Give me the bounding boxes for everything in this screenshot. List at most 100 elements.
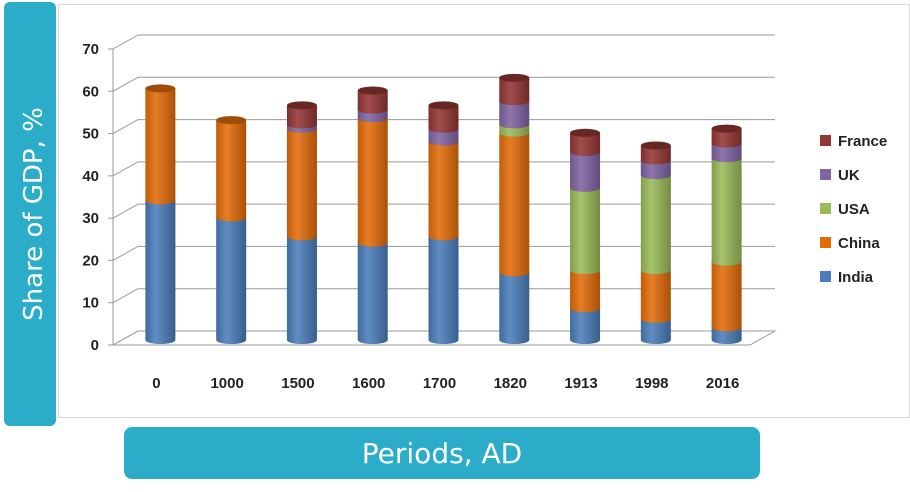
bar-body <box>640 175 671 275</box>
legend-label: UK <box>838 167 860 184</box>
bar-top <box>570 128 601 137</box>
x-tick-label: 0 <box>152 375 160 392</box>
gridline-diagonal <box>112 76 139 92</box>
legend-swatch <box>820 169 831 180</box>
bar-top <box>640 141 671 150</box>
bar-segment-china-2016 <box>711 257 742 332</box>
bar-segment-india-1500 <box>286 232 317 344</box>
bar-body <box>216 120 247 222</box>
bar-body <box>570 132 601 156</box>
bar-segment-china-1820 <box>499 128 530 277</box>
bar-segment-usa-2016 <box>711 154 742 266</box>
bar-segment-china-1500 <box>286 124 317 241</box>
bar-segment-france-1998 <box>640 141 671 165</box>
x-tick-label: 2016 <box>706 375 739 392</box>
bar-body <box>216 217 247 344</box>
bar-body <box>640 160 671 180</box>
y-axis-label-box: Share of GDP, % <box>4 2 56 426</box>
legend-swatch <box>820 203 831 214</box>
bar-segment-france-2016 <box>711 124 742 148</box>
bar-body <box>428 128 459 146</box>
bar-body <box>711 143 742 163</box>
gridline-diagonal <box>112 203 139 219</box>
bar-body <box>640 270 671 323</box>
bar-top <box>286 101 317 110</box>
gridline-diagonal <box>112 245 139 261</box>
y-tick-label: 40 <box>82 168 99 185</box>
bar-body <box>286 236 317 344</box>
y-tick-label: 20 <box>82 252 99 269</box>
bar-body <box>499 101 530 129</box>
x-tick-label: 1820 <box>494 375 527 392</box>
bar-segment-usa-1913 <box>570 183 601 275</box>
x-axis-label: Periods, AD <box>124 427 760 479</box>
bar-segment-india-1000 <box>216 213 247 344</box>
x-tick-label: 1000 <box>210 375 243 392</box>
legend-swatch <box>820 237 831 248</box>
bar-top <box>216 116 247 125</box>
y-tick-label: 60 <box>82 83 99 100</box>
x-tick-label: 1700 <box>423 375 456 392</box>
bar-body <box>357 90 388 114</box>
x-tick-label: 1500 <box>281 375 314 392</box>
legend-label: France <box>838 133 887 150</box>
y-tick-label: 50 <box>82 126 99 143</box>
x-tick-label: 1998 <box>635 375 668 392</box>
chart-frame <box>58 4 910 418</box>
bar-body <box>711 128 742 148</box>
bar-segment-china-1000 <box>216 116 247 222</box>
bar-top <box>499 73 530 82</box>
legend-item-usa: USA <box>820 201 870 218</box>
bar-segment-india-0 <box>145 196 176 344</box>
bar-body <box>570 270 601 313</box>
bar-body <box>570 308 601 344</box>
bar-body <box>711 327 742 344</box>
bar-body <box>428 236 459 344</box>
legend-label: India <box>838 269 874 286</box>
gridline-diagonal <box>112 119 139 135</box>
bar-top <box>711 124 742 133</box>
bar-body <box>640 318 671 344</box>
y-axis-ticks: 0 10 20 30 40 50 60 70 <box>82 41 99 354</box>
bar-body <box>640 145 671 165</box>
bar-body <box>570 151 601 192</box>
bar-segment-india-1700 <box>428 232 459 344</box>
bar-body <box>145 200 176 344</box>
bar-segment-france-1600 <box>357 86 388 114</box>
bar-segment-france-1913 <box>570 128 601 156</box>
bar-body <box>499 272 530 344</box>
x-tick-label: 1600 <box>352 375 385 392</box>
bar-segment-china-1700 <box>428 137 459 241</box>
y-tick-label: 10 <box>82 295 99 312</box>
bar-top <box>145 84 176 93</box>
bar-body <box>428 141 459 241</box>
bar-body <box>145 88 176 205</box>
bar-segment-france-1700 <box>428 101 459 133</box>
gridline-diagonal <box>112 330 139 346</box>
legend-swatch <box>820 135 831 146</box>
legend: France UK USA China India <box>820 133 887 286</box>
bar-segment-india-1600 <box>357 238 388 344</box>
legend-item-france: France <box>820 133 887 150</box>
x-axis-ticks: 0 1000 1500 1600 1700 1820 1913 1998 2016 <box>152 375 739 392</box>
bars <box>145 73 742 344</box>
bar-segment-france-1500 <box>286 101 317 129</box>
bar-body <box>286 128 317 241</box>
bar-segment-china-0 <box>145 84 176 205</box>
legend-label: USA <box>838 201 870 218</box>
gridline-diagonal <box>112 288 139 304</box>
bar-segment-india-1820 <box>499 268 530 344</box>
bar-body <box>711 158 742 266</box>
gridline-diagonal <box>112 34 139 50</box>
bar-body <box>357 118 388 247</box>
bar-body <box>286 105 317 129</box>
legend-swatch <box>820 271 831 282</box>
legend-label: China <box>838 235 880 252</box>
bar-body <box>499 77 530 106</box>
y-tick-label: 0 <box>91 337 99 354</box>
x-tick-label: 1913 <box>564 375 597 392</box>
bar-top <box>428 101 459 110</box>
bar-segment-usa-1998 <box>640 171 671 275</box>
bar-segment-china-1998 <box>640 266 671 323</box>
